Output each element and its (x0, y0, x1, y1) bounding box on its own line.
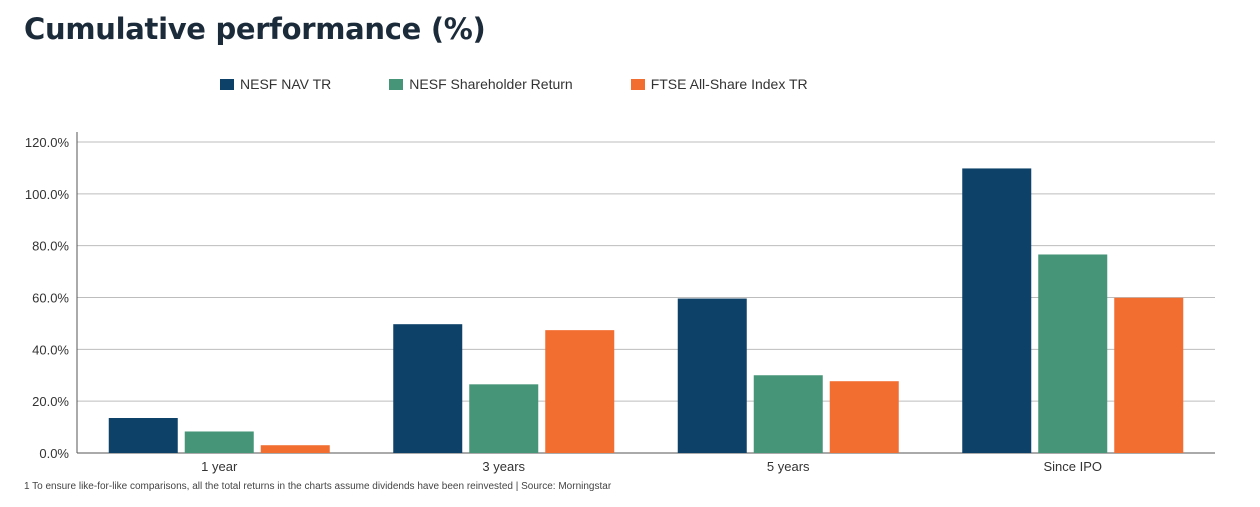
legend: NESF NAV TR NESF Shareholder Return FTSE… (220, 76, 866, 92)
bar (962, 168, 1032, 453)
bar (108, 418, 178, 453)
bar (545, 330, 615, 453)
x-tick-label: Since IPO (1043, 459, 1102, 474)
y-tick-label: 100.0% (25, 187, 70, 202)
bar (469, 384, 539, 453)
bar-chart: 0.0% 20.0% 40.0% 60.0% 80.0% 100.0% 120.0% 1 ye… (25, 132, 1215, 474)
bar (393, 324, 463, 453)
bar (1038, 254, 1108, 453)
legend-label-ftse: FTSE All-Share Index TR (650, 76, 808, 92)
x-tick-label: 1 year (201, 459, 238, 474)
y-tick-label: 80.0% (32, 239, 69, 254)
legend-item-nav: NESF NAV TR (220, 76, 331, 92)
y-tick-label: 20.0% (32, 394, 69, 409)
bar (260, 445, 330, 453)
x-tick-label: 5 years (767, 459, 810, 474)
legend-swatch-nav (220, 78, 234, 90)
chart-title: Cumulative performance (%) (24, 12, 486, 46)
legend-label-nav: NESF NAV TR (240, 76, 332, 92)
bar (184, 431, 254, 453)
y-tick-label: 0.0% (39, 446, 69, 461)
y-tick-label: 120.0% (25, 135, 70, 150)
legend-swatch-shareholder (389, 78, 404, 90)
footnote: 1 To ensure like-for-like comparisons, a… (24, 481, 612, 492)
bar (753, 375, 823, 453)
bar (677, 298, 747, 453)
bar (1114, 297, 1184, 453)
legend-item-ftse: FTSE All-Share Index TR (630, 76, 808, 92)
bar (829, 381, 899, 453)
x-tick-label: 3 years (482, 459, 525, 474)
y-tick-label: 40.0% (32, 342, 69, 357)
legend-swatch-ftse (630, 78, 645, 90)
legend-label-shareholder: NESF Shareholder Return (409, 76, 573, 92)
y-tick-label: 60.0% (32, 291, 69, 306)
legend-item-shareholder: NESF Shareholder Return (389, 76, 573, 92)
